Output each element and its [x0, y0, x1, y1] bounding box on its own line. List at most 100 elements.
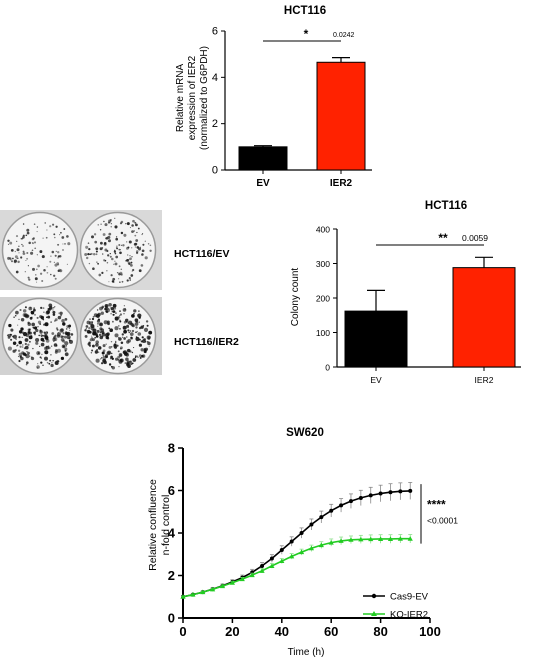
colony-dot: [7, 239, 10, 242]
colony-dot: [103, 259, 106, 262]
colony-dot: [52, 223, 55, 226]
colony-dot: [111, 311, 113, 313]
colony-dot: [127, 364, 131, 368]
colony-dot: [56, 262, 60, 265]
colony-dot: [142, 243, 145, 246]
colony-dot: [54, 361, 59, 365]
series-cas9-ev-point: [398, 489, 403, 494]
colony-dot: [95, 340, 99, 344]
colony-dot: [101, 271, 104, 275]
colony-dot: [93, 328, 95, 331]
series-ko-ier2-point: [279, 558, 285, 564]
colony-dot: [108, 281, 110, 283]
chart1-bar-ier2: [316, 61, 366, 171]
series-cas9-ev-point: [269, 556, 274, 561]
colony-dot: [31, 322, 36, 327]
colony-dot: [114, 260, 116, 262]
colony-dot: [61, 318, 65, 323]
colony-dot: [19, 345, 22, 348]
colony-dot: [39, 345, 41, 347]
colony-dot: [47, 315, 51, 319]
colony-dot: [96, 348, 99, 351]
colony-dot: [130, 362, 133, 365]
legend-cas9-ev-marker: [371, 593, 377, 599]
series-ko-ier2-point: [397, 536, 403, 541]
series-cas9-ev-line: [182, 490, 411, 598]
colony-dot: [101, 351, 105, 355]
chart2-ytick-label: 0: [325, 363, 330, 373]
colony-dot: [26, 228, 30, 232]
colony-dot: [119, 281, 121, 283]
series-ko-ier2-point: [229, 580, 235, 585]
colony-dot: [51, 362, 53, 364]
colony-dot: [147, 243, 150, 245]
colony-dot: [60, 231, 62, 234]
colony-dot: [10, 249, 14, 252]
colony-dot: [35, 328, 39, 333]
series-cas9-ev: [181, 482, 413, 599]
chart3-ytick-label: 4: [168, 526, 176, 541]
colony-dot: [144, 341, 147, 343]
colony-dot: [52, 309, 54, 311]
series-ko-ier2-point: [318, 542, 324, 548]
colony-dot: [62, 322, 66, 326]
colony-dot: [40, 357, 43, 359]
colony-dot: [92, 316, 95, 318]
colony-dot: [129, 332, 134, 336]
colony-dot: [53, 343, 58, 347]
colony-dot: [127, 254, 129, 256]
colony-dot: [137, 313, 142, 318]
colony-dot: [106, 332, 110, 336]
colony-dot: [132, 268, 135, 272]
colony-dot: [120, 341, 124, 344]
colony-dot: [126, 279, 129, 282]
colony-dot: [108, 345, 112, 349]
colony-dot: [106, 337, 110, 340]
colony-dot: [19, 308, 22, 312]
colony-dot: [114, 252, 117, 255]
colony-dot: [114, 333, 119, 338]
colony-dot: [93, 233, 97, 236]
colony-dot: [64, 352, 69, 357]
colony-dot: [129, 330, 132, 332]
colony-dot: [97, 351, 100, 353]
colony-dot: [145, 320, 149, 323]
chart3-xlabel: Time (h): [288, 647, 325, 658]
colony-dot: [55, 250, 57, 253]
colony-dot: [128, 240, 132, 244]
colony-dot: [9, 258, 12, 261]
colony-dot: [117, 272, 119, 274]
colony-dot: [58, 360, 60, 363]
colony-dot: [87, 252, 90, 256]
colony-dot: [66, 263, 68, 265]
colony-dot: [94, 350, 99, 354]
colony-dot: [119, 222, 123, 225]
series-ko-ier2-point: [249, 572, 255, 578]
colony-dot: [128, 320, 133, 325]
chart3-ytick-label: 8: [168, 441, 175, 456]
colony-dot: [134, 242, 138, 246]
colony-dot: [23, 334, 25, 336]
colony-dot: [122, 244, 125, 247]
colony-dot: [129, 257, 132, 261]
colony-dot: [116, 247, 119, 250]
series-cas9-ev-point: [368, 493, 373, 498]
colony-dot: [109, 307, 111, 309]
colony-dot: [22, 344, 24, 346]
colony-dot: [64, 335, 67, 339]
colony-dot: [46, 266, 48, 268]
chart2-ylabel: Colony count: [290, 268, 301, 327]
colony-dot: [22, 250, 25, 253]
colony-dot: [105, 355, 108, 359]
colony-dot: [40, 317, 42, 319]
colony-dot: [118, 325, 120, 327]
chart2-bar-ier2: [452, 267, 516, 368]
colony-dot: [112, 313, 115, 316]
colony-dot: [27, 276, 30, 279]
colony-dot: [130, 274, 134, 277]
colony-dot: [130, 264, 133, 267]
series-cas9-ev-point: [408, 488, 413, 493]
colony-dot: [24, 342, 27, 346]
colony-dot: [37, 363, 39, 365]
colony-dot: [18, 340, 23, 345]
